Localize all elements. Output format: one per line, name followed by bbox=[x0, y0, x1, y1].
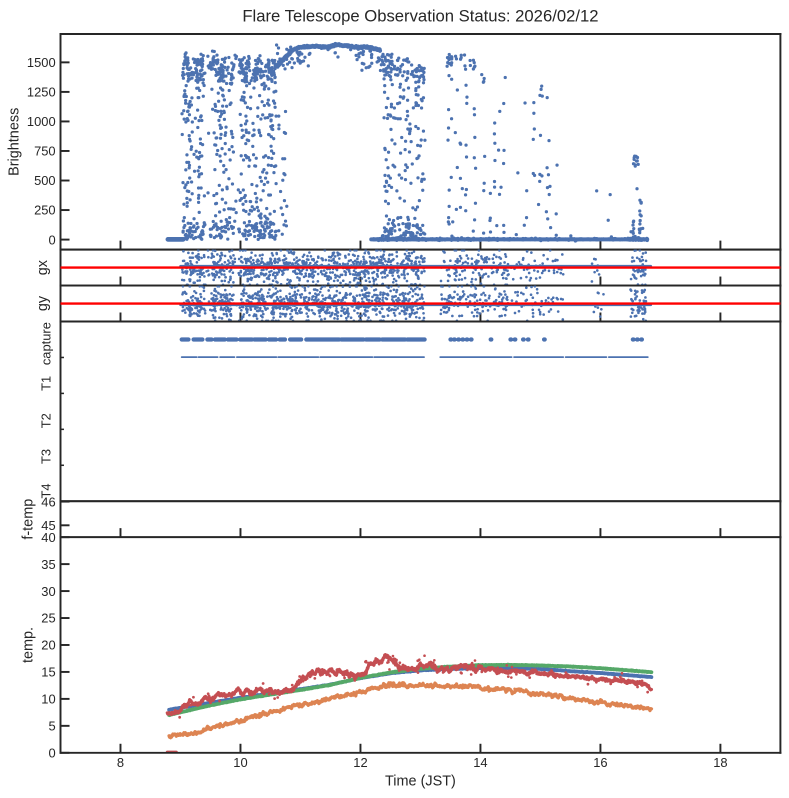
svg-text:Time (JST): Time (JST) bbox=[385, 774, 456, 790]
svg-text:capture: capture bbox=[38, 322, 53, 365]
svg-text:16: 16 bbox=[593, 755, 607, 770]
svg-text:0: 0 bbox=[48, 232, 55, 247]
svg-text:250: 250 bbox=[34, 203, 56, 218]
svg-text:1000: 1000 bbox=[27, 114, 56, 129]
svg-text:gx: gx bbox=[35, 259, 51, 275]
svg-text:T1: T1 bbox=[38, 376, 53, 391]
svg-text:45: 45 bbox=[41, 518, 55, 533]
svg-text:1250: 1250 bbox=[27, 85, 56, 100]
svg-text:10: 10 bbox=[41, 692, 55, 707]
svg-text:14: 14 bbox=[473, 755, 487, 770]
svg-text:15: 15 bbox=[41, 665, 55, 680]
svg-text:Brightness: Brightness bbox=[6, 108, 22, 176]
svg-text:35: 35 bbox=[41, 557, 55, 572]
svg-text:12: 12 bbox=[353, 755, 367, 770]
svg-text:5: 5 bbox=[48, 719, 55, 734]
svg-text:46: 46 bbox=[41, 494, 55, 509]
svg-text:8: 8 bbox=[117, 755, 124, 770]
svg-text:500: 500 bbox=[34, 173, 56, 188]
svg-text:f-temp: f-temp bbox=[21, 499, 37, 540]
svg-text:Flare Telescope Observation St: Flare Telescope Observation Status: 2026… bbox=[242, 7, 598, 26]
svg-text:0: 0 bbox=[48, 745, 55, 760]
svg-text:20: 20 bbox=[41, 638, 55, 653]
svg-text:30: 30 bbox=[41, 584, 55, 599]
svg-text:T4: T4 bbox=[38, 483, 53, 498]
svg-text:750: 750 bbox=[34, 144, 56, 159]
svg-text:gy: gy bbox=[35, 295, 51, 311]
svg-text:10: 10 bbox=[233, 755, 247, 770]
svg-text:40: 40 bbox=[41, 530, 55, 545]
svg-text:18: 18 bbox=[713, 755, 727, 770]
svg-text:temp.: temp. bbox=[21, 627, 37, 663]
svg-text:1500: 1500 bbox=[27, 55, 56, 70]
svg-text:T3: T3 bbox=[38, 449, 53, 464]
svg-text:25: 25 bbox=[41, 611, 55, 626]
svg-text:T2: T2 bbox=[38, 413, 53, 428]
